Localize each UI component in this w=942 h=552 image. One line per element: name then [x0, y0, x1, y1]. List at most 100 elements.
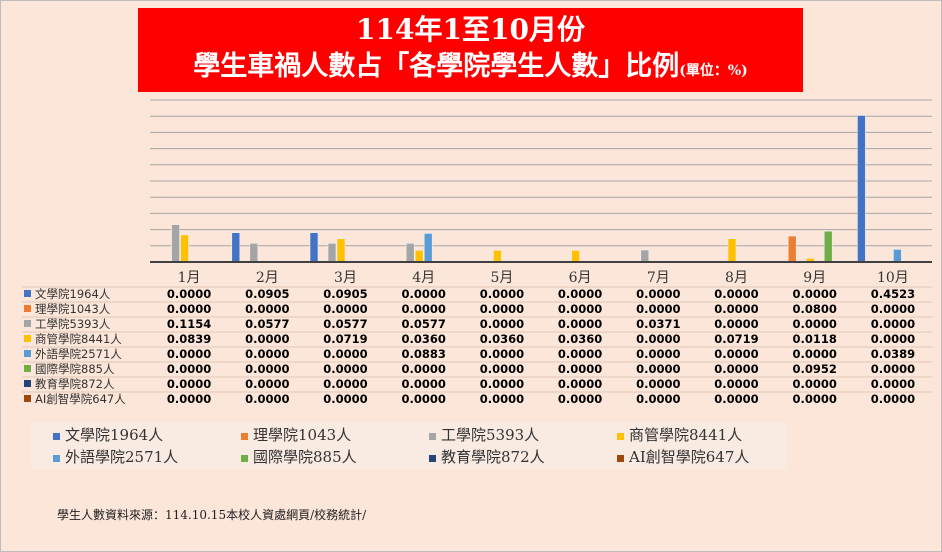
data-label: 0.0719 — [714, 332, 758, 346]
data-label: 0.0000 — [558, 317, 602, 331]
table-legend-key — [24, 335, 31, 342]
data-label: 0.0000 — [714, 317, 758, 331]
bar — [180, 234, 189, 263]
bar — [309, 232, 319, 263]
data-label: 0.0000 — [480, 362, 524, 376]
data-label: 0.0000 — [558, 347, 602, 361]
data-label: 0.0000 — [793, 347, 837, 361]
legend-item: 教育學院872人 — [429, 448, 545, 466]
legend-swatch — [53, 454, 60, 462]
table-legend-key — [24, 380, 31, 387]
bar — [571, 250, 580, 263]
chart-title: 114年1至10月份 — [356, 13, 585, 46]
legend-label: 理學院1043人 — [253, 426, 352, 444]
data-label: 0.0000 — [558, 392, 602, 406]
data-label: 0.0360 — [480, 332, 524, 346]
legend-swatch — [617, 454, 624, 462]
bar-chart: 文學院1964人理學院1043人工學院5393人商管學院8441人外語學院257… — [22, 99, 932, 406]
data-label: 0.0360 — [402, 332, 446, 346]
data-label: 0.0000 — [480, 287, 524, 301]
legend-swatch — [429, 454, 436, 462]
data-label: 0.0000 — [167, 302, 211, 316]
data-label: 0.0577 — [402, 317, 446, 331]
data-label: 0.0000 — [793, 377, 837, 391]
legend-swatch — [53, 432, 60, 440]
legend-label: 商管學院8441人 — [629, 426, 743, 444]
x-tick-label: 10月 — [877, 270, 909, 286]
table-legend-key — [24, 305, 31, 312]
table-row-name: 教育學院872人 — [35, 377, 115, 391]
legend-label: AI創智學院647人 — [629, 448, 750, 466]
legend-swatch — [241, 454, 248, 462]
data-label: 0.0952 — [793, 362, 837, 376]
data-label: 0.0000 — [636, 302, 680, 316]
bar — [414, 250, 424, 263]
data-label: 0.0000 — [323, 377, 367, 391]
legend-item: 理學院1043人 — [241, 426, 351, 444]
legend-swatch — [429, 432, 436, 440]
bar — [493, 250, 502, 263]
chart-subtitle-line: 學生車禍人數占「各學院學生人數」比例(單位：%) — [138, 48, 803, 90]
data-label: 0.0000 — [245, 347, 289, 361]
x-tick-label: 6月 — [569, 270, 592, 286]
data-label: 0.0000 — [323, 392, 367, 406]
table-legend-key — [24, 320, 31, 327]
bar — [171, 224, 180, 263]
table-row-name: AI創智學院647人 — [35, 392, 126, 406]
bar — [231, 232, 241, 263]
data-label: 0.0000 — [480, 392, 524, 406]
data-label: 0.0000 — [793, 287, 837, 301]
data-label: 0.0389 — [871, 347, 915, 361]
legend-label: 國際學院885人 — [253, 448, 357, 466]
data-label: 0.0118 — [793, 332, 837, 346]
data-label: 0.0000 — [714, 362, 758, 376]
data-label: 0.0883 — [402, 347, 446, 361]
data-label: 0.0000 — [714, 287, 758, 301]
bar — [327, 243, 337, 263]
unit-note: (單位：%) — [679, 63, 748, 79]
legend-swatch — [241, 432, 248, 440]
x-tick-label: 1月 — [178, 270, 201, 286]
data-label: 0.0000 — [871, 302, 915, 316]
table-row-name: 國際學院885人 — [35, 362, 115, 376]
data-label: 0.0000 — [480, 377, 524, 391]
legend-label: 工學院5393人 — [441, 426, 540, 444]
data-label: 0.0000 — [636, 287, 680, 301]
data-label: 0.0000 — [167, 362, 211, 376]
legend-item: 工學院5393人 — [429, 426, 539, 444]
data-label: 0.0577 — [323, 317, 367, 331]
legend-item: 外語學院2571人 — [53, 448, 178, 466]
bar — [727, 238, 737, 263]
data-label: 0.0000 — [793, 392, 837, 406]
bar — [249, 243, 259, 263]
data-label: 0.0000 — [402, 377, 446, 391]
data-label: 0.0000 — [871, 332, 915, 346]
data-label: 0.0000 — [323, 362, 367, 376]
data-label: 0.0000 — [636, 362, 680, 376]
bar — [405, 243, 415, 263]
data-label: 0.0000 — [402, 302, 446, 316]
table-legend-key — [24, 365, 31, 372]
legend: 文學院1964人 理學院1043人 工學院5393人 商管學院8441人 外語學院257… — [31, 422, 787, 470]
data-label: 0.0000 — [167, 347, 211, 361]
data-label: 0.0000 — [323, 347, 367, 361]
data-label: 0.0000 — [402, 392, 446, 406]
data-label: 0.0000 — [245, 332, 289, 346]
x-tick-label: 4月 — [412, 270, 435, 286]
x-tick-label: 3月 — [334, 270, 357, 286]
data-label: 0.0000 — [714, 302, 758, 316]
data-label: 0.0000 — [167, 377, 211, 391]
x-tick-label: 5月 — [490, 270, 513, 286]
data-label: 0.0000 — [636, 392, 680, 406]
data-label: 0.0000 — [793, 317, 837, 331]
data-label: 0.0000 — [871, 392, 915, 406]
data-label: 0.0000 — [636, 347, 680, 361]
data-label: 0.1154 — [167, 317, 211, 331]
data-label: 0.0839 — [167, 332, 211, 346]
data-label: 0.0000 — [714, 377, 758, 391]
data-label: 0.0000 — [871, 362, 915, 376]
data-label: 0.0000 — [480, 317, 524, 331]
chart-title-box: 114年1至10月份 學生車禍人數占「各學院學生人數」比例(單位：%) — [138, 8, 803, 92]
data-label: 0.4523 — [871, 287, 915, 301]
bar — [423, 233, 433, 263]
